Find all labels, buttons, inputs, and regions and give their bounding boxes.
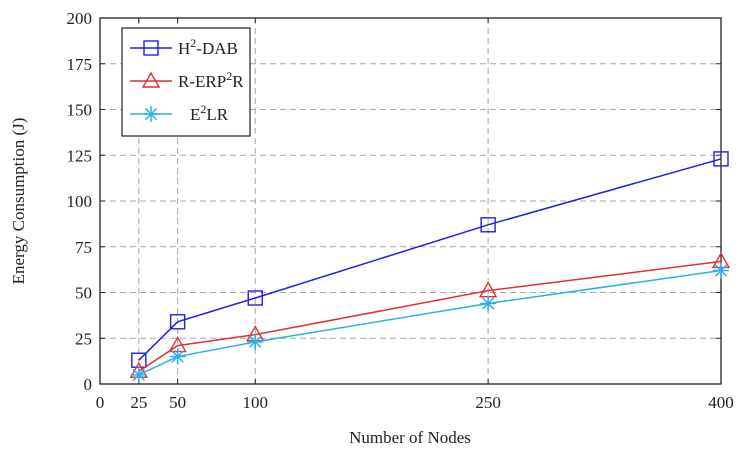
y-tick-label: 175 [67,55,93,74]
data-point [247,290,263,306]
series-3 [130,262,729,383]
x-tick-label: 250 [475,393,501,412]
data-point [713,262,729,279]
x-tick-label: 0 [96,393,105,412]
legend-label-superscript: 2 [190,36,196,50]
legend-label-main: E [190,105,200,124]
series-group [129,151,731,383]
marker-stroke [144,107,158,121]
legend-label-rest: R [232,72,244,91]
y-tick-label: 0 [84,375,93,394]
y-tick-label: 75 [75,238,92,257]
legend-marker [143,106,159,122]
series-line [138,260,722,372]
marker-stroke [481,297,495,310]
x-tick-label: 50 [169,393,186,412]
series-1 [131,151,729,368]
legend-label-superscript: 2 [226,69,232,83]
axis-ticks: 0 25 50 75 100 125 150 175 200 0 25 50 100 250 400 [67,9,734,412]
series-line [138,269,722,376]
y-tick-label: 200 [67,9,93,28]
data-point [480,217,496,233]
series-line [138,158,722,361]
x-tick-label: 25 [130,393,147,412]
y-tick-label: 25 [75,329,92,348]
data-point [169,348,186,365]
marker-stroke [249,335,262,349]
data-point [480,295,497,312]
legend-marker [143,40,159,56]
legend-label-rest: LR [206,105,228,124]
y-axis-label: Energy Consumption (J) [9,118,28,285]
x-tick-label: 400 [708,393,734,412]
legend-label-rest: -DAB [196,39,238,58]
legend-marker [141,71,161,88]
x-tick-label: 100 [243,393,269,412]
y-tick-label: 50 [75,284,92,303]
legend-label-main: H [178,39,190,58]
data-point [247,333,264,350]
data-point [130,366,147,383]
legend-entry-label: E2LR [190,102,229,124]
marker-stroke [132,368,145,381]
data-point [713,151,729,167]
y-tick-label: 100 [67,192,93,211]
y-tick-label: 150 [67,101,93,120]
legend-label-superscript: 2 [200,102,206,116]
data-point [169,314,186,330]
legend-label-main: R-ERP [178,72,226,91]
legend-entry-label: H2-DAB [178,36,238,58]
marker-stroke [714,264,728,277]
marker-stroke [171,350,184,363]
y-tick-label: 125 [67,146,93,165]
series-2 [129,251,731,378]
x-axis-label: Number of Nodes [349,428,471,447]
legend-entry-label: R-ERP2R [178,69,244,91]
